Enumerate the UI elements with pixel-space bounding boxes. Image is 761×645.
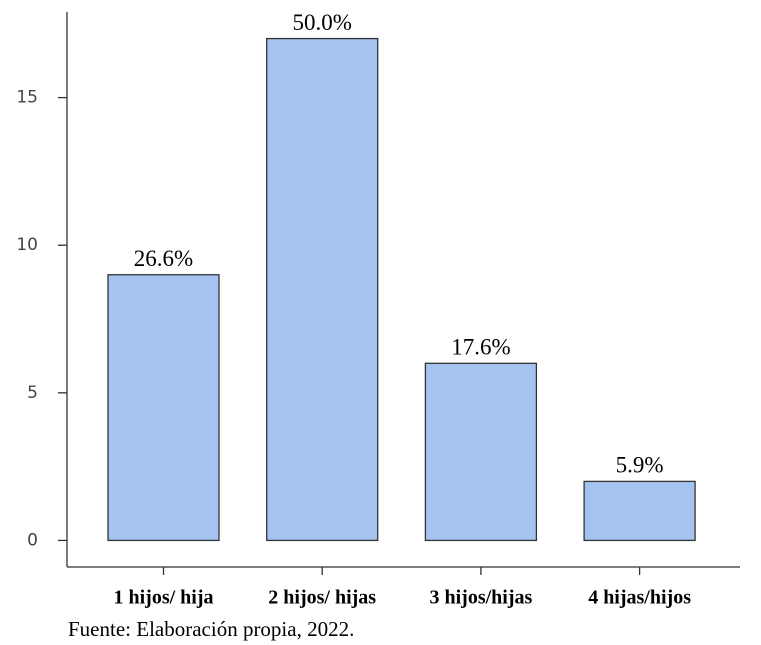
y-tick-label: 5	[27, 383, 38, 403]
data-label: 17.6%	[451, 335, 510, 360]
data-label: 26.6%	[134, 246, 193, 271]
y-tick-label: 15	[16, 88, 38, 108]
y-tick-label: 0	[27, 530, 38, 550]
bar	[583, 480, 696, 542]
x-tick-label: 4 hijas/hijos	[588, 587, 691, 609]
y-tick-label: 10	[16, 235, 38, 255]
x-tick-label: 1 hijos/ hija	[113, 587, 213, 609]
bar	[107, 274, 220, 542]
source-note: Fuente: Elaboración propia, 2022.	[68, 617, 354, 641]
data-label: 50.0%	[292, 10, 351, 35]
data-label: 5.9%	[616, 453, 664, 478]
x-tick-label: 3 hijos/hijas	[429, 587, 532, 609]
x-tick-label: 2 hijos/ hijas	[268, 587, 376, 609]
bar	[266, 37, 379, 542]
bar	[424, 362, 538, 542]
